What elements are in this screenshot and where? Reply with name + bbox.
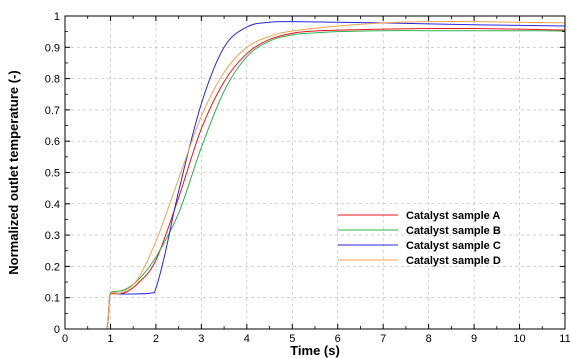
- x-tick-label: 9: [471, 333, 477, 345]
- legend-label: Catalyst sample A: [406, 210, 500, 222]
- x-tick-label: 8: [426, 333, 432, 345]
- y-tick-label: 1: [54, 11, 60, 23]
- series-lines: [106, 21, 566, 330]
- y-tick-label: 0.1: [45, 293, 60, 305]
- legend-label: Catalyst sample C: [406, 240, 501, 252]
- y-tick-label: 0.7: [45, 105, 60, 117]
- legend-label: Catalyst sample D: [406, 255, 501, 267]
- x-tick-label: 10: [513, 333, 525, 345]
- series-line-2: [106, 30, 566, 330]
- series-line-1: [106, 27, 566, 330]
- legend: Catalyst sample A Catalyst sample B Cataly…: [338, 210, 501, 267]
- x-tick-label: 7: [380, 333, 386, 345]
- y-tick-label: 0.9: [45, 42, 60, 54]
- x-tick-label: 5: [289, 333, 295, 345]
- x-tick-label: 6: [335, 333, 341, 345]
- grid: [65, 16, 565, 329]
- x-axis-title: Time (s): [290, 343, 340, 358]
- axis-ticks: 0 1 2 3 4 5 6 7 8 9 10 11 0 0.1 0.2 0.3 0.4 0.5 0.6 0.7 0.8 0…: [45, 11, 570, 345]
- y-tick-label: 0: [54, 324, 60, 336]
- legend-label: Catalyst sample B: [406, 225, 501, 237]
- x-tick-label: 11: [559, 333, 570, 345]
- y-tick-label: 0.6: [45, 136, 60, 148]
- y-tick-label: 0.8: [45, 74, 60, 86]
- x-tick-label: 4: [244, 333, 250, 345]
- y-tick-label: 0.2: [45, 261, 60, 273]
- x-tick-label: 3: [198, 333, 204, 345]
- series-line-4: [106, 21, 566, 330]
- x-tick-label: 2: [153, 333, 159, 345]
- y-tick-label: 0.4: [45, 199, 60, 211]
- x-tick-label: 1: [107, 333, 113, 345]
- y-tick-label: 0.5: [45, 168, 60, 180]
- series-line-3: [106, 21, 566, 330]
- y-axis-title: Normalized outlet temperature (-): [6, 70, 21, 274]
- y-tick-label: 0.3: [45, 230, 60, 242]
- x-tick-label: 0: [62, 333, 68, 345]
